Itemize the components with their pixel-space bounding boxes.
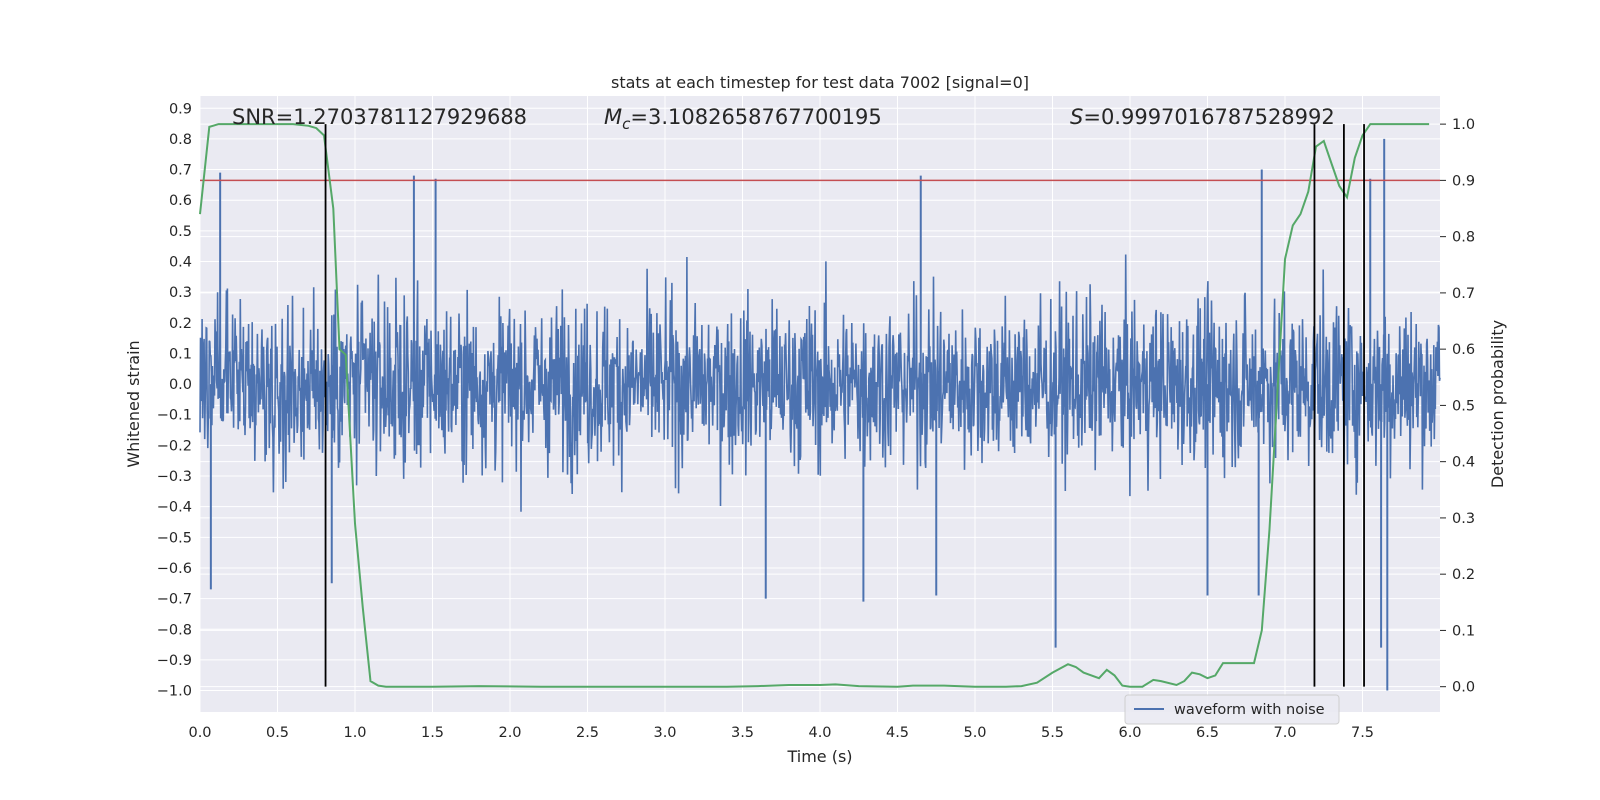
y2-tick-label: 0.0 (1452, 680, 1475, 696)
x-tick-label: 7.5 (1351, 725, 1374, 741)
chart-title: stats at each timestep for test data 700… (611, 73, 1029, 92)
x-tick-label: 4.0 (808, 725, 831, 741)
x-tick-label: 0.5 (266, 725, 289, 741)
y-tick-label: −1.0 (157, 684, 192, 700)
tick-labels: 0.0 0.5 1.0 1.5 2.0 2.5 3.0 3.5 4.0 4.5 5.0 5.5 6.0 6… (157, 101, 1475, 741)
y2-tick-label: 0.7 (1452, 286, 1475, 302)
y-tick-label: −0.6 (157, 561, 192, 577)
y2-tick-label: 1.0 (1452, 117, 1475, 133)
y-tick-label: 0.6 (169, 193, 192, 209)
y2-axis-label: Detection probability (1488, 320, 1507, 488)
snr-annotation: SNR=1.2703781127929688 (232, 105, 527, 129)
x-tick-label: 2.0 (498, 725, 521, 741)
y2-tick-label: 0.4 (1452, 455, 1475, 471)
y-tick-label: −0.9 (157, 653, 192, 669)
y-tick-label: −0.4 (157, 500, 192, 516)
x-tick-label: 2.5 (576, 725, 599, 741)
x-tick-label: 5.5 (1041, 725, 1064, 741)
y2-tick-label: 0.2 (1452, 567, 1475, 583)
x-tick-label: 6.0 (1118, 725, 1141, 741)
s-annotation: S=0.9997016787528992 (1070, 105, 1335, 129)
chirp-mass-symbol: M (604, 105, 622, 129)
y-tick-label: −0.2 (157, 438, 192, 454)
y-tick-label: −0.8 (157, 622, 192, 638)
probability-line (199, 123, 1430, 688)
x-tick-label: 4.5 (886, 725, 909, 741)
waveform-line (199, 254, 1441, 512)
y-tick-label: −0.3 (157, 469, 192, 485)
y2-tick-label: 0.6 (1452, 342, 1475, 358)
x-tick-label: 3.0 (653, 725, 676, 741)
y-tick-label: 0.2 (169, 316, 192, 332)
x-tick-label: 1.0 (343, 725, 366, 741)
y-tick-label: −0.1 (157, 408, 192, 424)
y-tick-label: 0.9 (169, 101, 192, 117)
chirp-mass-subscript: c (622, 115, 631, 133)
y-axis-label: Whitened strain (124, 340, 143, 467)
y-tick-label: 0.5 (169, 224, 192, 240)
legend: waveform with noise (1124, 694, 1340, 725)
x-tick-label: 7.0 (1273, 725, 1296, 741)
y2-tick-label: 0.8 (1452, 230, 1475, 246)
legend-box (1124, 694, 1340, 725)
y-tick-label: 0.8 (169, 132, 192, 148)
x-tick-label: 1.5 (421, 725, 444, 741)
y2-tick-label: 0.5 (1452, 398, 1475, 414)
y-tick-label: 0.1 (169, 346, 192, 362)
y2-tick-label: 0.1 (1452, 623, 1475, 639)
y-tick-label: −0.7 (157, 592, 192, 608)
s-symbol: S (1070, 105, 1083, 129)
y-tick-label: 0.4 (169, 254, 192, 270)
x-tick-label: 5.0 (963, 725, 986, 741)
y2-tick-label: 0.9 (1452, 173, 1475, 189)
y-tick-label: 0.7 (169, 163, 192, 179)
y-tick-label: 0.3 (169, 285, 192, 301)
x-axis-label: Time (s) (786, 747, 852, 766)
vertical-markers (324, 124, 1365, 687)
waveform-series (199, 138, 1441, 691)
chirp-mass-value: =3.1082658767700195 (630, 105, 881, 129)
x-tick-label: 6.5 (1196, 725, 1219, 741)
chirp-mass-annotation: Mc=3.1082658767700195 (604, 105, 882, 133)
x-tick-label: 0.0 (188, 725, 211, 741)
legend-label: waveform with noise (1174, 702, 1325, 718)
y-tick-label: 0.0 (169, 377, 192, 393)
probability-series (199, 123, 1430, 688)
s-value: =0.9997016787528992 (1083, 105, 1334, 129)
y2-tick-label: 0.3 (1452, 511, 1475, 527)
x-tick-label: 3.5 (731, 725, 754, 741)
y-tick-label: −0.5 (157, 530, 192, 546)
